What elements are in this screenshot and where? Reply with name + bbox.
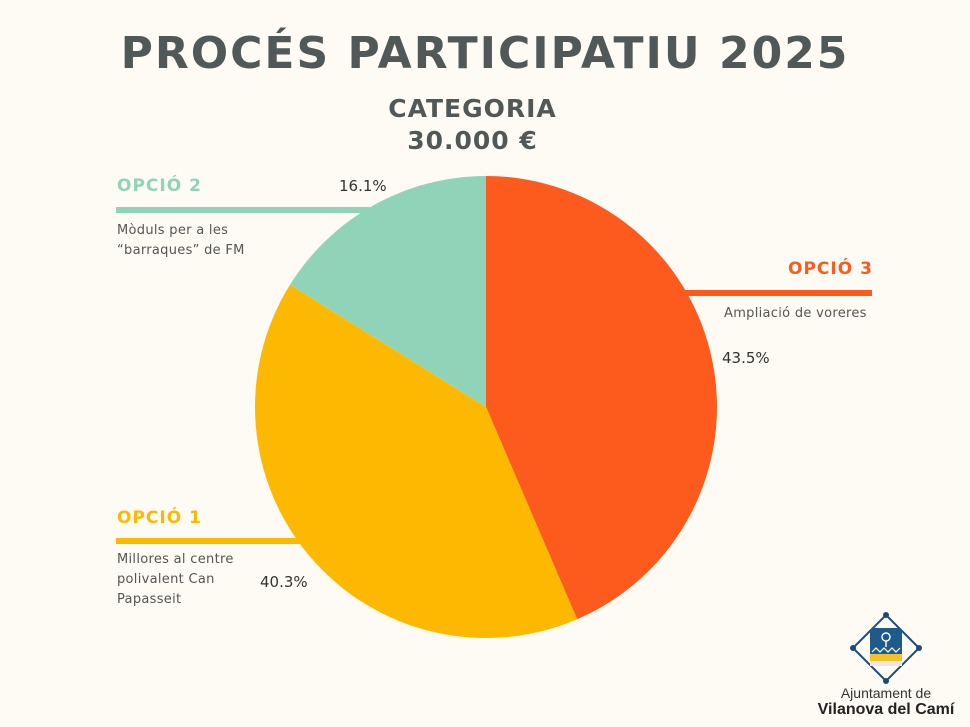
option2-title: OPCIÓ 2	[117, 176, 202, 196]
option3-desc-line: Ampliació de voreres	[724, 306, 867, 321]
option2-description: Mòduls per a les “barraques” de FM	[117, 221, 245, 261]
coat-of-arms-icon	[850, 612, 922, 684]
option3-title: OPCIÓ 3	[788, 259, 873, 279]
category-amount: 30.000 €	[407, 126, 538, 155]
option1-title: OPCIÓ 1	[117, 508, 202, 528]
leader-line-opcio1	[116, 538, 306, 544]
leader-line-opcio3	[680, 290, 872, 296]
option1-desc-line: Millores al centre	[117, 552, 234, 567]
option2-percentage: 16.1%	[339, 177, 387, 195]
option2-desc-line: “barraques” de FM	[117, 243, 245, 258]
pie-slice-opci-2	[290, 176, 486, 407]
municipal-logo: Ajuntament de Vilanova del Camí	[812, 612, 960, 724]
leader-line-opcio2	[116, 207, 376, 213]
pie-slice-opci-3	[486, 176, 718, 620]
option1-desc-line: polivalent Can	[117, 572, 215, 587]
logo-text-line1: Ajuntament de	[840, 685, 932, 701]
option1-desc-line: Papasseit	[117, 592, 182, 607]
option1-percentage: 40.3%	[260, 573, 308, 591]
logo-text-line2: Vilanova del Camí	[817, 701, 955, 718]
pie-slice-opci-1	[254, 284, 578, 638]
option3-description: Ampliació de voreres	[724, 304, 867, 324]
option1-description: Millores al centre polivalent Can Papass…	[117, 550, 234, 610]
category-label: CATEGORIA	[388, 94, 557, 123]
page-title: PROCÉS PARTICIPATIU 2025	[120, 28, 850, 79]
option3-percentage: 43.5%	[722, 349, 770, 367]
option2-desc-line: Mòduls per a les	[117, 223, 229, 238]
